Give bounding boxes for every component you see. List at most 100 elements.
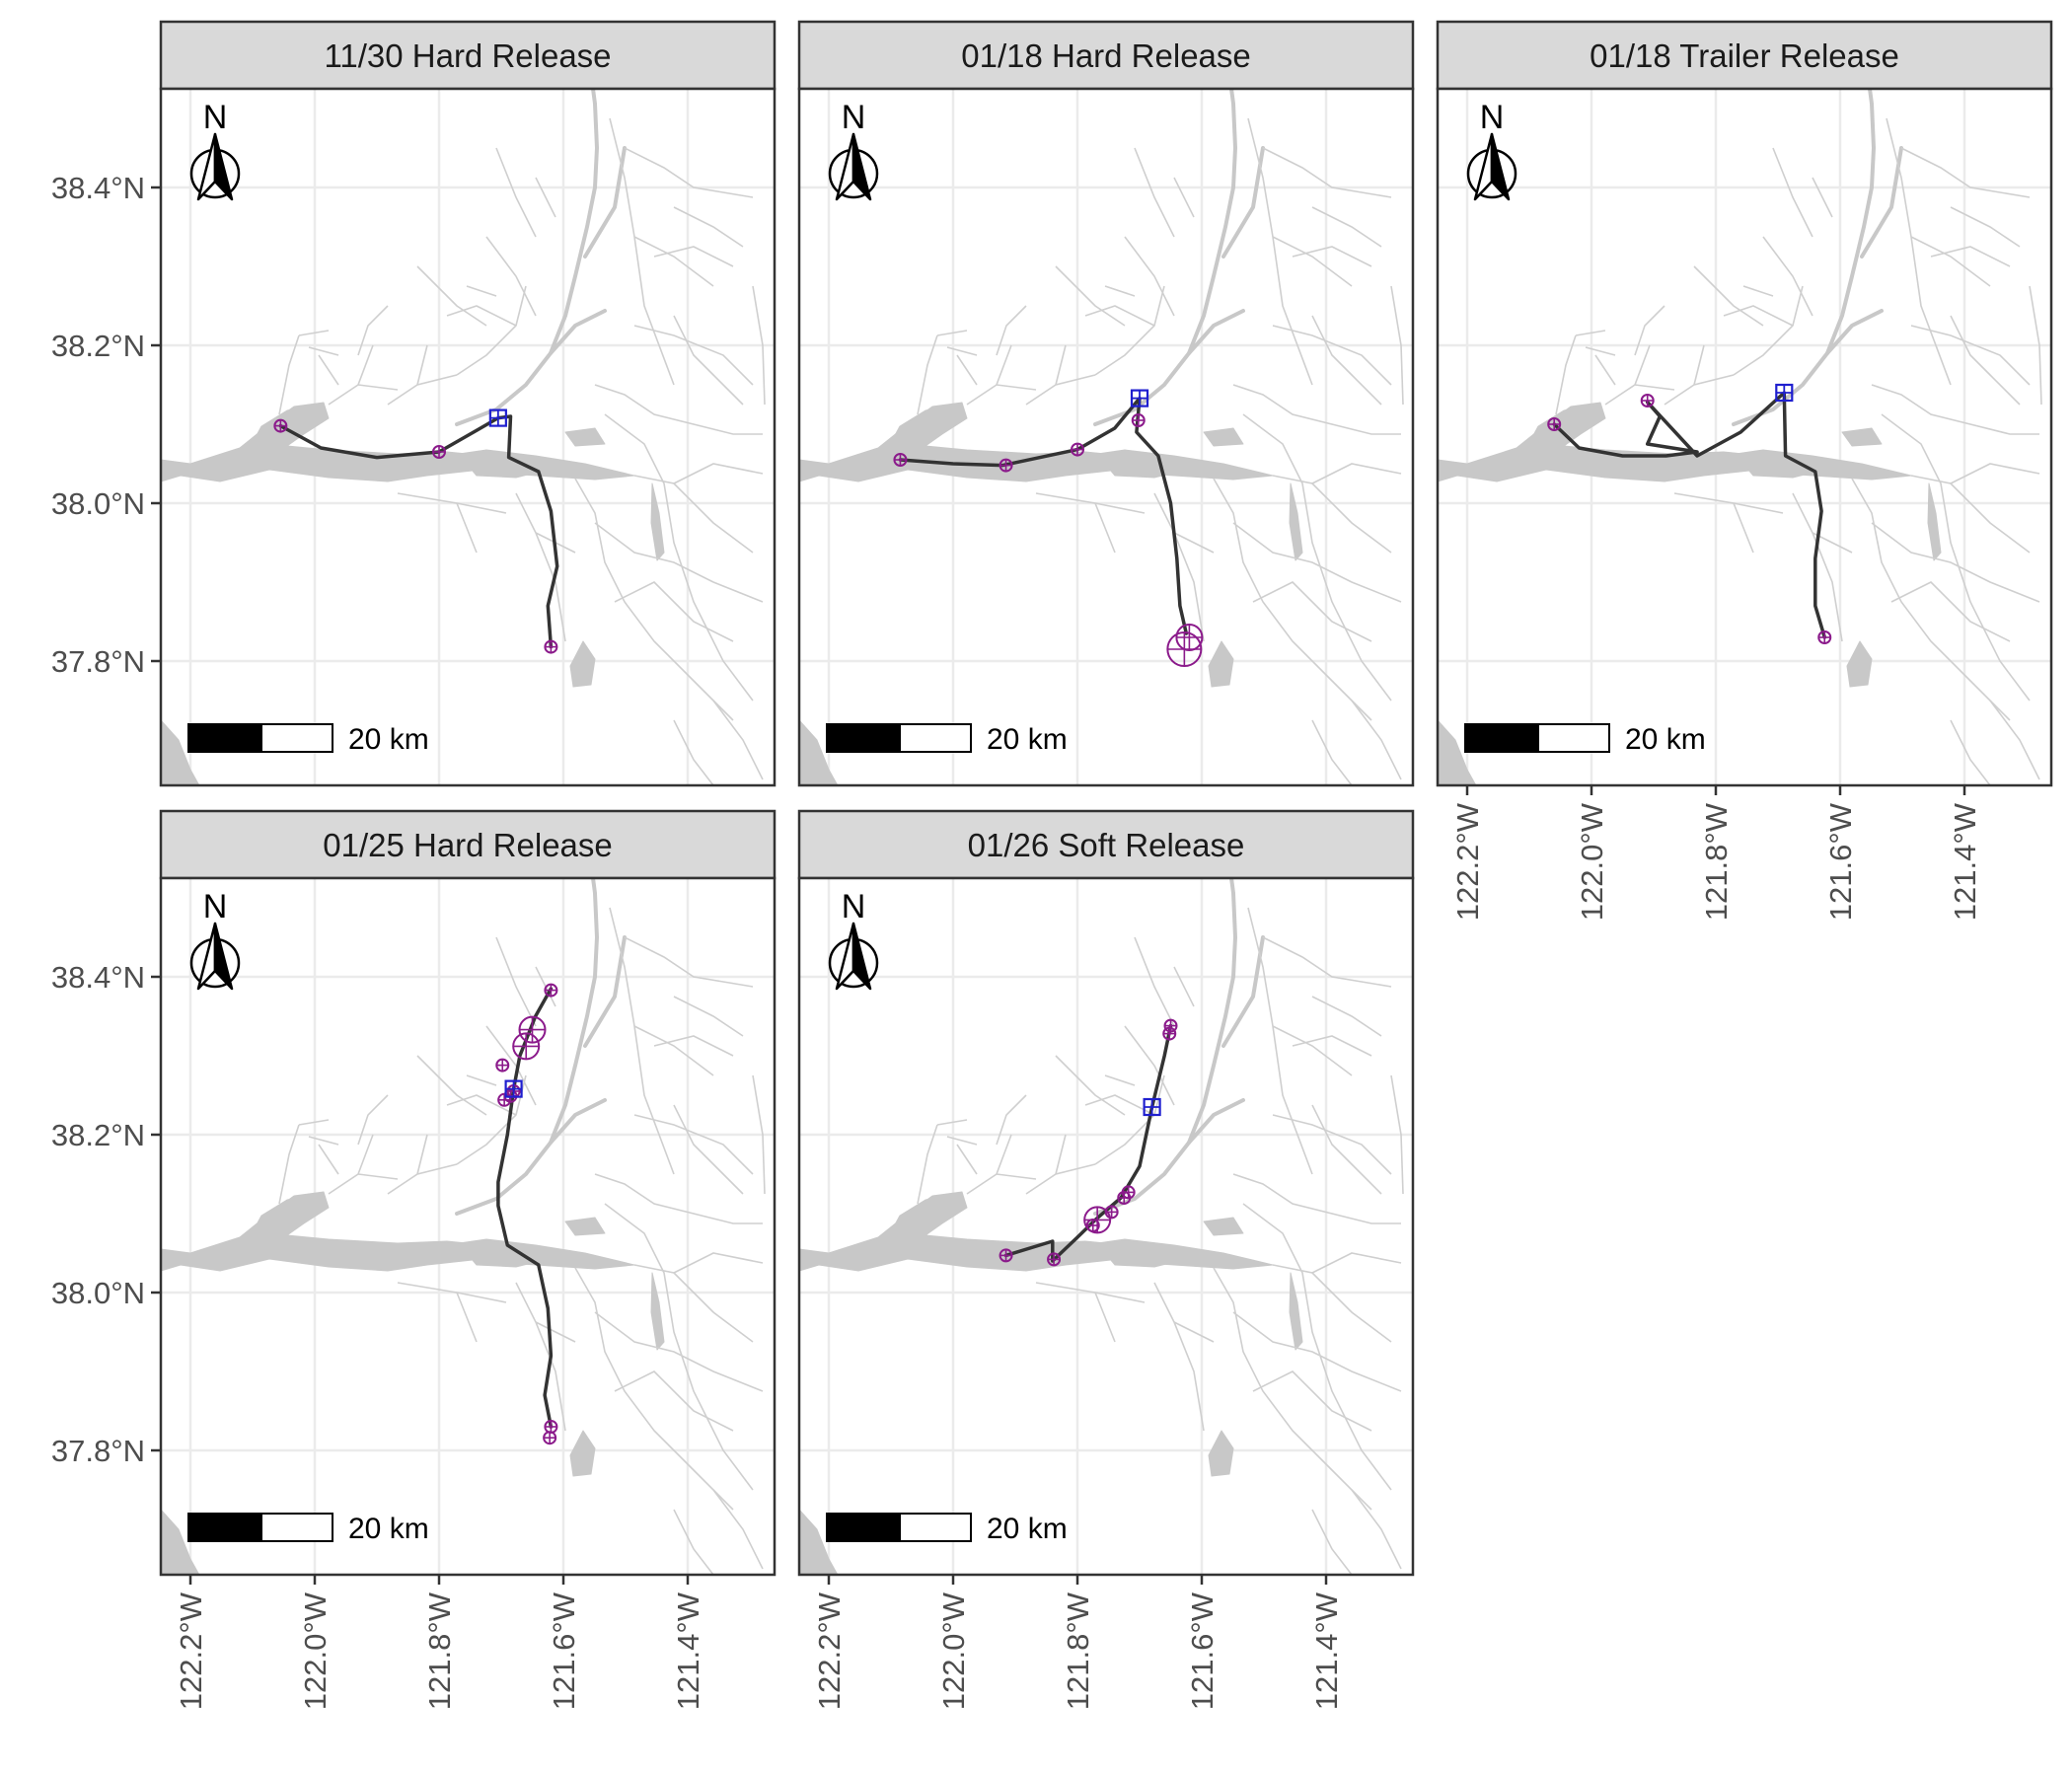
y-axis-ticks: 38.4°N 38.2°N 38.0°N 37.8°N [51,960,161,1468]
y-tick-label: 38.2°N [51,1118,145,1152]
panel-plot-area: N 20 km [1436,87,2053,787]
detection-marker [1047,1252,1062,1267]
panel-title: 01/25 Hard Release [323,827,613,863]
y-tick-label: 38.4°N [51,960,145,995]
panel-title: 01/26 Soft Release [968,827,1245,863]
panel-title: 01/18 Trailer Release [1590,37,1899,74]
detection-marker [893,453,908,467]
panel-plot-area: N 20 km [159,876,777,1577]
north-label: N [1480,99,1505,136]
north-arrow: N [1466,99,1517,201]
detection-marker [543,1431,557,1445]
panel-border [797,87,1415,787]
fish-track-line [278,414,559,649]
north-label: N [203,888,228,925]
scale-bar: 20 km [187,1513,429,1545]
north-label: N [842,99,866,136]
scale-bar: 20 km [826,1513,1068,1545]
panel-border [159,87,777,787]
latitude-axis: 38.4°N 38.2°N 38.0°N 37.8°N 38.4°N 38.2°N 38.0… [51,171,161,1468]
x-axis-ticks: 122.2°W 122.0°W 121.8°W 121.6°W 121.4°W [1450,785,1982,921]
north-arrow: N [189,99,241,201]
x-tick-label: 121.4°W [1948,802,1982,921]
release-site-marker [488,408,507,427]
x-tick-label: 121.8°W [1061,1591,1095,1710]
panel-plot-area: N 20 km [159,87,777,787]
detection-marker [999,458,1013,473]
detection-marker [497,1092,512,1107]
panel-strip [159,20,777,91]
detection-marker [544,1420,558,1434]
x-tick-label: 121.6°W [1185,1591,1220,1710]
detection-marker [1083,1206,1112,1234]
graticule [161,878,775,1575]
y-tick-label: 38.0°N [51,1276,145,1310]
map-panel: 01/26 Soft Release N 20 km [797,809,1415,1577]
fish-track-line [1003,1023,1173,1263]
map-panel: 01/25 Hard Release N 20 km [159,809,777,1577]
x-axis-ticks: 122.2°W 122.0°W 121.8°W 121.6°W 121.4°W [174,1575,705,1710]
scale-bar: 20 km [1464,723,1706,756]
map-panel: 01/18 Trailer Release N 20 km [1436,20,2053,787]
detection-marker [1166,631,1203,667]
x-tick-label: 121.4°W [1309,1591,1344,1710]
north-arrow: N [828,99,879,201]
graticule [161,89,775,785]
scale-bar-label: 20 km [1625,723,1706,756]
panel-strip [797,20,1415,91]
scale-bar: 20 km [187,723,429,756]
detection-marker [1162,1026,1177,1041]
scale-bar-label: 20 km [987,723,1068,756]
panel-border [159,876,777,1577]
detection-marker [1131,413,1146,427]
x-tick-label: 122.2°W [1450,802,1485,921]
y-tick-label: 38.0°N [51,486,145,521]
x-tick-label: 121.4°W [671,1591,705,1710]
panel-title: 11/30 Hard Release [324,37,611,74]
detection-marker [1104,1205,1119,1220]
scale-bar-label: 20 km [348,723,429,756]
north-arrow: N [828,888,879,991]
detection-marker [1640,394,1655,407]
x-tick-label: 121.8°W [422,1591,457,1710]
scale-bar: 20 km [826,723,1068,756]
detection-marker [432,445,446,459]
detection-marker [518,1015,547,1044]
detection-marker [999,1248,1013,1263]
release-site-marker [1130,389,1149,407]
release-site-marker [1775,383,1794,403]
detection-marker [1121,1185,1136,1200]
detection-marker [1071,442,1084,457]
panel-title: 01/18 Hard Release [961,37,1251,74]
fish-track-line [1552,391,1827,639]
longitude-axis: 122.2°W 122.0°W 121.8°W 121.6°W 121.4°W 122.2… [174,785,1982,1710]
panel-border [1436,87,2053,787]
detection-marker [273,418,288,433]
graticule [799,878,1413,1575]
fish-track-line [496,987,554,1429]
y-tick-label: 38.4°N [51,171,145,205]
detection-marker [1547,417,1562,431]
north-label: N [203,99,228,136]
map-panel: 01/18 Hard Release N 20 km [797,20,1415,787]
detection-marker [1163,1018,1178,1033]
detection-marker [512,1032,541,1061]
detection-marker [544,983,558,998]
panel-plot-area: N 20 km [797,876,1415,1577]
release-site-marker [504,1079,523,1098]
detection-marker [1817,630,1832,644]
x-tick-label: 122.0°W [298,1591,333,1710]
scale-bar-label: 20 km [987,1513,1068,1545]
detection-marker [1175,624,1204,651]
x-tick-label: 122.0°W [1575,802,1609,921]
release-site-marker [1143,1097,1161,1117]
detection-marker [544,639,558,654]
y-axis-ticks: 38.4°N 38.2°N 38.0°N 37.8°N [51,171,161,679]
x-axis-ticks: 122.2°W 122.0°W 121.8°W 121.6°W 121.4°W [812,1575,1344,1710]
x-tick-label: 122.0°W [936,1591,971,1710]
x-tick-label: 122.2°W [812,1591,847,1710]
y-tick-label: 38.2°N [51,329,145,363]
x-tick-label: 121.8°W [1699,802,1734,921]
